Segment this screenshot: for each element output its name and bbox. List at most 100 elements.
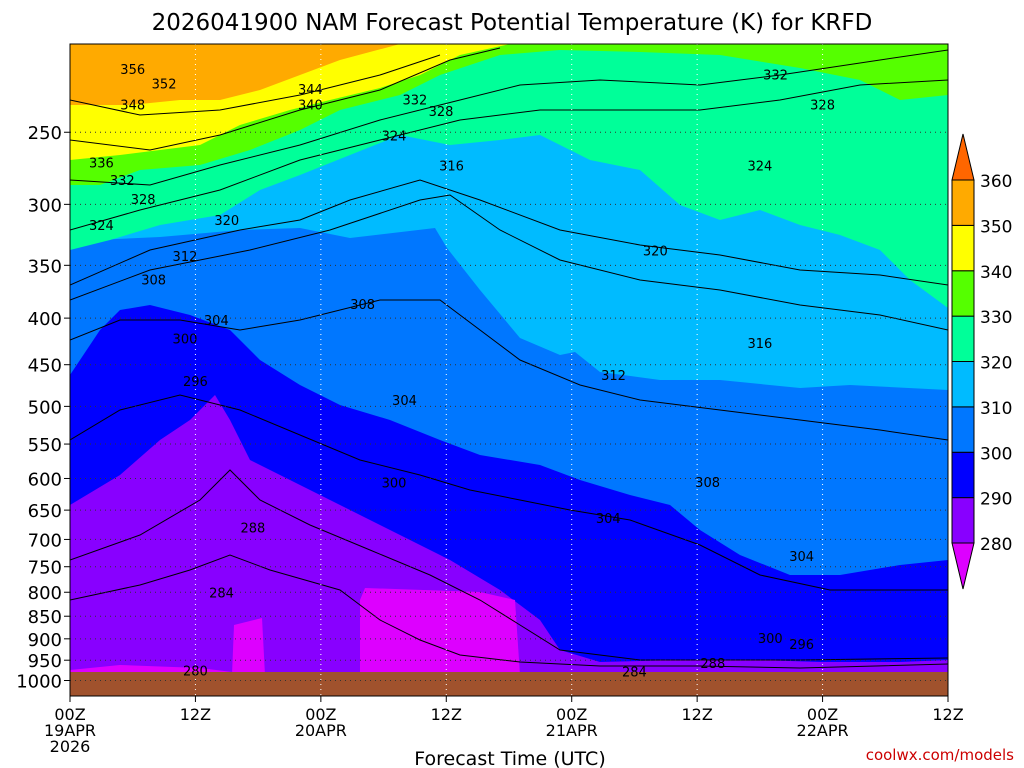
contour-label: 356: [120, 63, 145, 78]
contour-label: 300: [382, 476, 407, 491]
y-tick-label: 750: [28, 558, 62, 579]
contour-label: 324: [89, 219, 114, 234]
colorbar: 280 290 300 310 320 330 340 350 360: [951, 133, 1012, 590]
colorbar-label: 360: [980, 172, 1012, 192]
y-tick-label: 450: [28, 356, 62, 377]
contour-label: 336: [89, 157, 114, 172]
contour-label: 316: [747, 337, 772, 352]
colorbar-extend-bottom: [951, 542, 975, 590]
contour-label: 324: [382, 129, 407, 144]
y-tick-label: 550: [28, 435, 62, 456]
contour-label: 308: [695, 476, 720, 491]
contour-label: 304: [789, 550, 814, 565]
colorbar-label: 330: [980, 308, 1012, 328]
contour-label: 332: [763, 68, 788, 83]
contour-label: 312: [173, 250, 198, 265]
y-tick-label: 950: [28, 651, 62, 672]
colorbar-segment: [951, 361, 975, 408]
credit-text: coolwx.com/models: [866, 746, 1014, 764]
x-tick-label: 21APR: [546, 721, 598, 740]
band-280-left: [232, 618, 265, 675]
y-axis: 2503003504004505005506006507007508008509…: [16, 123, 70, 692]
colorbar-segment: [951, 315, 975, 362]
contour-label: 324: [747, 160, 772, 175]
contour-label: 280: [183, 664, 208, 679]
colorbar-segment: [951, 406, 975, 453]
x-tick-label: 2026: [50, 737, 91, 756]
y-tick-label: 800: [28, 583, 62, 604]
contour-label: 340: [298, 98, 323, 113]
x-tick-label: 12Z: [681, 705, 712, 724]
contour-label: 304: [596, 512, 621, 527]
colorbar-segment: [951, 179, 975, 226]
contour-label: 304: [204, 314, 229, 329]
ground: [70, 672, 948, 696]
y-tick-label: 250: [28, 123, 62, 144]
contour-label: 320: [214, 214, 239, 229]
colorbar-label: 290: [980, 490, 1012, 510]
colorbar-label: 350: [980, 217, 1012, 237]
contour-label: 308: [350, 298, 375, 313]
contour-label: 296: [183, 375, 208, 390]
x-tick-label: 12Z: [932, 705, 963, 724]
contour-label: 308: [141, 274, 166, 289]
contour-label: 288: [700, 657, 725, 672]
contour-label: 328: [810, 98, 835, 113]
x-tick-label: 20APR: [295, 721, 347, 740]
contour-label: 348: [120, 98, 145, 113]
contour-label: 344: [298, 83, 323, 98]
contour-label: 284: [209, 587, 234, 602]
contour-label: 284: [622, 665, 647, 680]
x-tick-label: 00Z: [556, 705, 587, 724]
x-tick-label: 12Z: [431, 705, 462, 724]
colorbar-label: 300: [980, 444, 1012, 464]
colorbar-segment: [951, 497, 975, 544]
colorbar-label: 280: [980, 535, 1012, 555]
contour-label: 300: [173, 332, 198, 347]
contour-label: 304: [392, 394, 417, 409]
chart-title: 2026041900 NAM Forecast Potential Temper…: [152, 10, 873, 36]
band-280-right: [360, 588, 520, 675]
x-tick-label: 00Z: [305, 705, 336, 724]
x-tick-label: 00Z: [54, 705, 85, 724]
x-tick-label: 12Z: [180, 705, 211, 724]
y-tick-label: 500: [28, 397, 62, 418]
contour-label: 332: [403, 93, 428, 108]
colorbar-extend-top: [951, 133, 975, 181]
x-axis-label: Forecast Time (UTC): [414, 748, 605, 768]
colorbar-label: 340: [980, 263, 1012, 283]
contour-label: 316: [439, 160, 464, 175]
y-tick-label: 900: [28, 630, 62, 651]
contour-label: 352: [152, 77, 177, 92]
contour-label: 328: [429, 105, 454, 120]
y-tick-label: 300: [28, 195, 62, 216]
colorbar-segment: [951, 451, 975, 499]
grid: [70, 44, 948, 696]
y-tick-label: 650: [28, 501, 62, 522]
x-tick-label: 00Z: [807, 705, 838, 724]
contour-label: 288: [241, 521, 266, 536]
contour-label: 300: [758, 632, 783, 647]
band-360: [70, 44, 400, 105]
y-tick-label: 600: [28, 469, 62, 490]
y-tick-label: 400: [28, 309, 62, 330]
colorbar-segment: [951, 270, 975, 317]
y-tick-label: 1000: [16, 671, 62, 692]
plot-frame: [69, 43, 949, 697]
contour-label: 328: [131, 193, 156, 208]
y-tick-label: 850: [28, 607, 62, 628]
contour-label: 312: [601, 369, 626, 384]
y-tick-label: 350: [28, 256, 62, 277]
colorbar-segment: [951, 224, 975, 272]
x-tick-label: 22APR: [797, 721, 849, 740]
contour-lines: [70, 47, 948, 669]
colorbar-label: 310: [980, 399, 1012, 419]
colorbar-label: 320: [980, 354, 1012, 374]
y-tick-label: 700: [28, 530, 62, 551]
band-290: [70, 395, 948, 696]
contour-label: 332: [110, 174, 135, 189]
contour-label: 296: [789, 638, 814, 653]
